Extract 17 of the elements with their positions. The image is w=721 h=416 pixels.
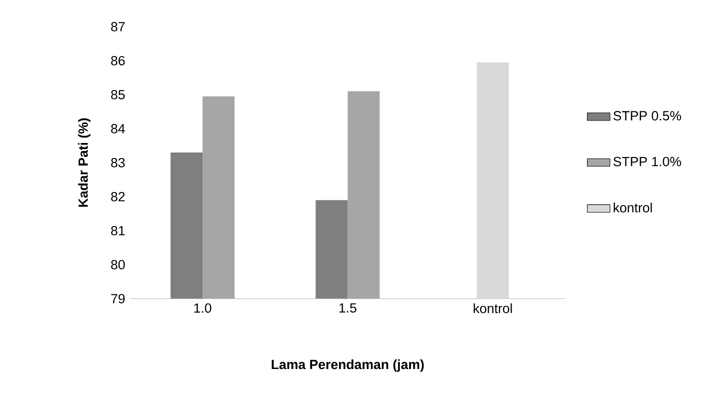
- y-tick-label: 87: [111, 22, 125, 32]
- y-tick-label: 81: [111, 226, 125, 236]
- x-tick-label: 1.0: [194, 303, 212, 313]
- y-tick-label: 82: [111, 192, 125, 202]
- y-tick-label: 85: [111, 90, 125, 100]
- y-tick-label: 80: [111, 260, 125, 270]
- x-axis-title: Lama Perendaman (jam): [272, 359, 424, 372]
- legend-label: STPP 0.5%: [613, 111, 682, 120]
- y-tick-label: 84: [111, 124, 125, 134]
- legend-label: kontrol: [614, 202, 652, 212]
- x-tick-label: 1.5: [339, 303, 356, 313]
- y-tick-label: 83: [111, 158, 125, 168]
- legend-label: STPP 1.0%: [613, 156, 682, 166]
- y-tick-label: 86: [111, 56, 125, 66]
- y-tick-label: 79: [111, 294, 125, 304]
- y-axis-title: Kadar Pati (%): [78, 118, 90, 207]
- x-tick-label: kontrol: [474, 303, 512, 314]
